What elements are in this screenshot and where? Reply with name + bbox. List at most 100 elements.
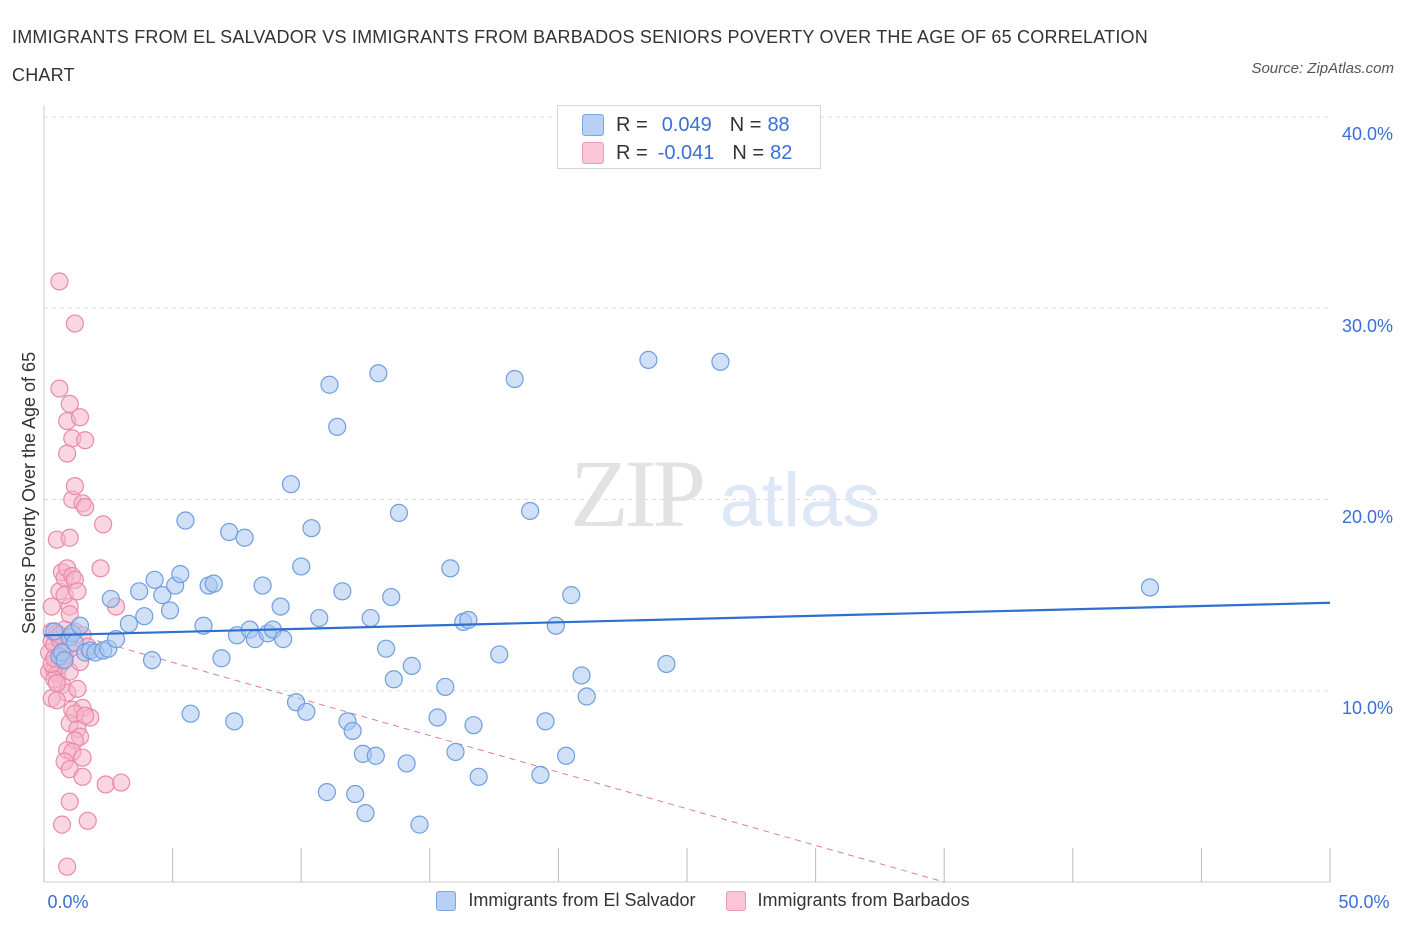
x-tick-label-min: 0.0% bbox=[47, 892, 88, 912]
data-point-el-salvador bbox=[459, 610, 478, 630]
data-point-el-salvador bbox=[384, 670, 403, 689]
y-tick-label-20: 20.0% bbox=[1342, 507, 1393, 527]
data-point-el-salvador bbox=[428, 708, 447, 727]
trend-line-el-salvador bbox=[43, 601, 1331, 637]
data-point-barbados bbox=[47, 673, 66, 693]
bottom-legend: Immigrants from El Salvador Immigrants f… bbox=[0, 890, 1406, 911]
data-point-el-salvador bbox=[572, 666, 591, 685]
data-point-el-salvador bbox=[1140, 578, 1160, 597]
legend-n-label: N = bbox=[732, 141, 765, 164]
legend-n-value: 82 bbox=[770, 141, 793, 164]
data-point-el-salvador bbox=[521, 501, 540, 521]
data-point-el-salvador bbox=[171, 564, 190, 584]
legend-n-value: 88 bbox=[767, 113, 790, 136]
data-point-el-salvador bbox=[389, 503, 409, 522]
data-point-barbados bbox=[76, 498, 95, 517]
bottom-legend-el-salvador[interactable]: Immigrants from El Salvador bbox=[436, 890, 696, 911]
y-axis-label: Seniors Poverty Over the Age of 65 bbox=[19, 352, 39, 634]
data-point-el-salvador bbox=[281, 475, 301, 494]
bottom-legend-label-barbados: Immigrants from Barbados bbox=[757, 890, 970, 910]
data-point-el-salvador bbox=[397, 754, 416, 773]
data-point-el-salvador bbox=[446, 742, 465, 762]
data-point-el-salvador bbox=[70, 616, 90, 635]
x-tick-label-max: 50.0% bbox=[1338, 892, 1389, 912]
data-point-barbados bbox=[60, 394, 79, 413]
gridlines bbox=[44, 116, 1330, 692]
data-point-el-salvador bbox=[361, 608, 380, 628]
data-point-barbados bbox=[68, 679, 87, 698]
data-point-barbados bbox=[73, 767, 92, 786]
legend-swatch-pink bbox=[582, 142, 604, 164]
bottom-legend-barbados[interactable]: Immigrants from Barbados bbox=[725, 890, 970, 911]
data-point-el-salvador bbox=[271, 597, 290, 616]
bottom-legend-label-el-salvador: Immigrants from El Salvador bbox=[468, 890, 696, 910]
source-label: Source: ZipAtlas.com bbox=[1251, 60, 1394, 77]
data-point-el-salvador bbox=[577, 687, 596, 706]
data-point-el-salvador bbox=[101, 589, 120, 609]
data-point-barbados bbox=[52, 815, 72, 834]
data-point-barbados bbox=[76, 431, 95, 450]
data-point-el-salvador bbox=[436, 677, 455, 697]
trend-line-barbados bbox=[43, 625, 945, 883]
watermark-zip: ZIP bbox=[570, 440, 703, 547]
data-point-el-salvador bbox=[469, 767, 488, 786]
data-point-barbados bbox=[68, 582, 87, 601]
data-point-barbados bbox=[76, 706, 95, 725]
data-point-el-salvador bbox=[160, 601, 180, 620]
data-point-el-salvador bbox=[557, 746, 576, 765]
data-point-el-salvador bbox=[441, 559, 460, 578]
data-point-el-salvador bbox=[711, 352, 730, 371]
bottom-legend-swatch-pink bbox=[725, 890, 746, 911]
data-point-barbados bbox=[50, 272, 69, 291]
data-point-el-salvador bbox=[55, 651, 74, 670]
data-point-el-salvador bbox=[181, 704, 200, 723]
legend-swatch-blue bbox=[582, 114, 604, 136]
y-tick-label-40: 40.0% bbox=[1342, 124, 1393, 144]
data-point-el-salvador bbox=[45, 622, 64, 641]
data-point-barbados bbox=[96, 775, 115, 794]
data-point-barbados bbox=[91, 559, 110, 578]
data-point-el-salvador bbox=[253, 576, 272, 595]
data-point-el-salvador bbox=[212, 649, 231, 668]
data-point-barbados bbox=[60, 605, 79, 624]
data-point-el-salvador bbox=[106, 630, 126, 649]
data-point-barbados bbox=[60, 528, 79, 547]
data-point-el-salvador bbox=[376, 639, 396, 658]
data-point-barbados bbox=[42, 597, 61, 616]
data-point-el-salvador bbox=[274, 630, 293, 649]
data-point-el-salvador bbox=[464, 716, 483, 735]
data-point-el-salvador bbox=[328, 417, 347, 436]
data-point-el-salvador bbox=[292, 557, 311, 576]
chart-title: IMMIGRANTS FROM EL SALVADOR VS IMMIGRANT… bbox=[12, 27, 1148, 85]
data-point-el-salvador bbox=[356, 804, 375, 823]
legend-r-label: R = bbox=[616, 113, 648, 136]
data-point-el-salvador bbox=[657, 654, 676, 674]
legend-row-barbados: R = -0.041 N = 82 bbox=[582, 141, 792, 165]
data-point-el-salvador bbox=[119, 614, 138, 633]
axis-ticks bbox=[43, 848, 1331, 882]
y-tick-label-10: 10.0% bbox=[1342, 698, 1393, 718]
data-point-el-salvador bbox=[145, 570, 164, 589]
legend-r-value: 0.049 bbox=[661, 113, 712, 136]
trend-line-barbados bbox=[43, 625, 945, 883]
points-el-salvador bbox=[45, 350, 1160, 834]
data-point-barbados bbox=[73, 748, 92, 767]
data-point-barbados bbox=[70, 408, 90, 427]
data-point-barbados bbox=[78, 811, 97, 830]
data-point-el-salvador bbox=[346, 784, 365, 804]
points-barbados bbox=[40, 272, 131, 876]
data-point-el-salvador bbox=[310, 608, 329, 628]
data-point-el-salvador bbox=[562, 586, 581, 605]
data-point-el-salvador bbox=[402, 656, 421, 675]
data-point-barbados bbox=[58, 857, 77, 876]
data-point-el-salvador bbox=[130, 582, 149, 601]
data-point-barbados bbox=[65, 477, 84, 496]
data-point-el-salvador bbox=[302, 519, 321, 538]
legend-row-el-salvador: R = 0.049 N = 88 bbox=[582, 113, 790, 137]
data-point-barbados bbox=[50, 379, 69, 398]
data-point-el-salvador bbox=[369, 364, 388, 383]
watermark-atlas: atlas bbox=[720, 458, 881, 543]
data-point-barbados bbox=[58, 444, 77, 463]
data-point-el-salvador bbox=[531, 765, 550, 785]
